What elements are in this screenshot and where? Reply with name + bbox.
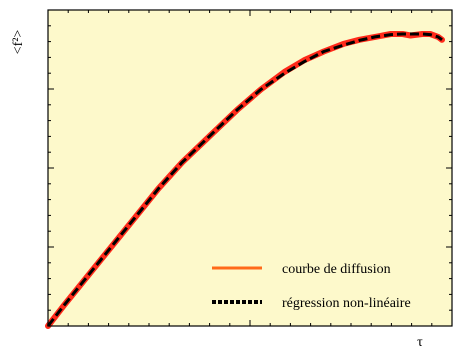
y-axis-label: <f²> [11,30,26,55]
plot-frame [47,9,453,327]
plot-background [48,10,452,326]
legend: courbe de diffusion régression non-linéai… [212,262,411,311]
legend-label-1: régression non-linéaire [282,296,411,311]
x-axis-label: τ [417,335,423,350]
legend-label-0: courbe de diffusion [282,262,391,277]
series-lines [45,31,445,329]
series-line-1 [46,32,443,327]
